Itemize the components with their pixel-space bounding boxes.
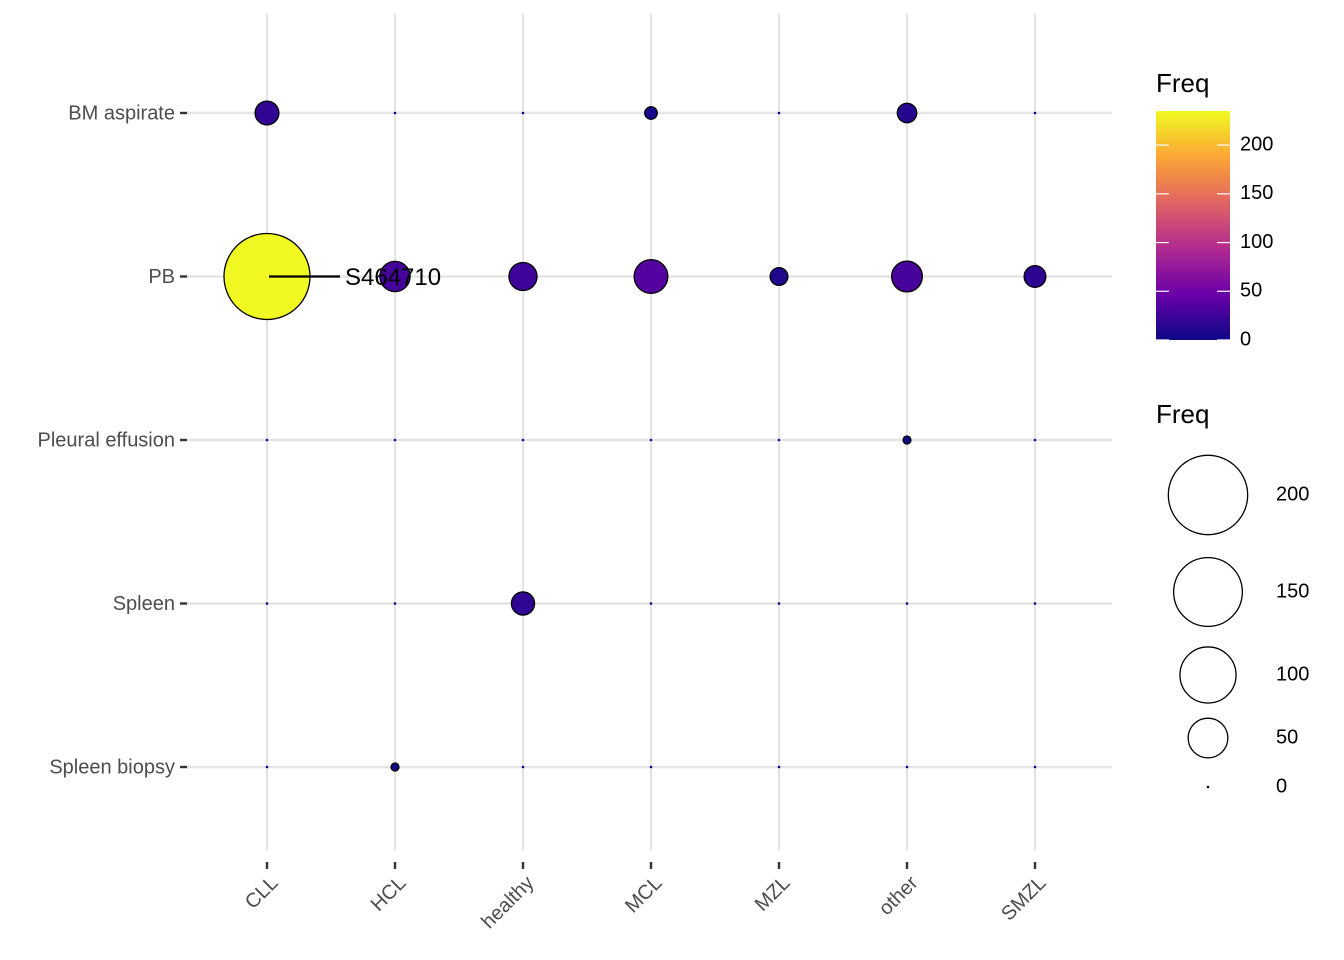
y-tick-label: Pleural effusion: [38, 429, 176, 451]
bubble: [769, 266, 789, 287]
annotation-label: S464710: [345, 264, 441, 291]
bubble: [633, 259, 669, 294]
size-legend-circle: [1187, 717, 1229, 759]
points: [223, 100, 1047, 772]
bubble: [265, 765, 269, 769]
bubble: [265, 438, 269, 442]
y-tick-label: BM aspirate: [68, 102, 175, 124]
bubble: [777, 765, 781, 769]
size-legend-label: 100: [1276, 663, 1309, 685]
bubble: [393, 438, 397, 442]
bubble: [649, 602, 653, 605]
x-tick-label: MCL: [621, 872, 666, 917]
bubble: [644, 106, 658, 120]
bubble: [896, 102, 918, 124]
bubble: [254, 100, 280, 126]
size-legend-title: Freq: [1156, 399, 1209, 429]
annotation-layer: S464710: [269, 264, 441, 291]
size-legend-circle: [1167, 454, 1249, 536]
bubble: [649, 438, 653, 442]
axes: BM aspirate PB Pleural effusion Spleen Splee…: [38, 102, 1051, 933]
size-legend-circle: [1179, 646, 1237, 704]
color-legend-bar: [1156, 111, 1230, 340]
grid-lines: [186, 14, 1112, 850]
size-legend-label: 150: [1276, 580, 1309, 602]
x-tick-label: SMZL: [997, 872, 1050, 925]
color-legend-tick-label: 50: [1240, 280, 1262, 302]
bubble: [510, 591, 536, 616]
x-tick-label: CLL: [241, 872, 283, 914]
x-tick-label: MZL: [751, 872, 795, 916]
x-tick-label: other: [875, 872, 923, 920]
bubble: [1033, 602, 1037, 605]
bubble: [379, 260, 411, 293]
legends: Freq 0 50 100 150 200 Freq 200 150 100 50 0: [1156, 68, 1309, 797]
bubble: [902, 435, 912, 445]
y-tick-label: PB: [148, 266, 175, 288]
size-legend-label: 0: [1276, 775, 1287, 797]
color-legend-title: Freq: [1156, 68, 1209, 98]
bubble: [393, 111, 397, 115]
bubble: [1033, 765, 1037, 769]
bubble: [1023, 264, 1047, 289]
bubble: [777, 602, 781, 605]
bubble: [390, 762, 400, 772]
size-legend-circle: [1172, 556, 1244, 628]
bubble: [1033, 438, 1037, 442]
size-legend-circle: [1206, 785, 1210, 789]
size-legend-label: 50: [1276, 726, 1298, 748]
y-tick-label: Spleen: [113, 593, 175, 615]
bubble: [393, 602, 397, 605]
x-tick-label: healthy: [477, 872, 538, 933]
bubble: [508, 261, 538, 292]
y-tick-label: Spleen biopsy: [49, 756, 175, 778]
color-legend-tick-label: 150: [1240, 182, 1273, 204]
color-legend-tick-label: 0: [1240, 328, 1251, 350]
bubble: [905, 602, 909, 605]
x-tick-label: HCL: [367, 872, 411, 916]
bubble: [890, 260, 924, 293]
bubble: [265, 602, 269, 605]
size-legend-label: 200: [1276, 483, 1309, 505]
bubble: [649, 765, 653, 769]
color-legend-tick-label: 100: [1240, 231, 1273, 253]
color-legend-tick-label: 200: [1240, 133, 1273, 155]
bubble: [777, 438, 781, 442]
bubble: [521, 765, 525, 769]
bubble: [777, 111, 781, 115]
bubble: [905, 765, 909, 769]
bubble: [1033, 111, 1037, 115]
bubble: [521, 111, 525, 115]
bubble: [521, 438, 525, 442]
